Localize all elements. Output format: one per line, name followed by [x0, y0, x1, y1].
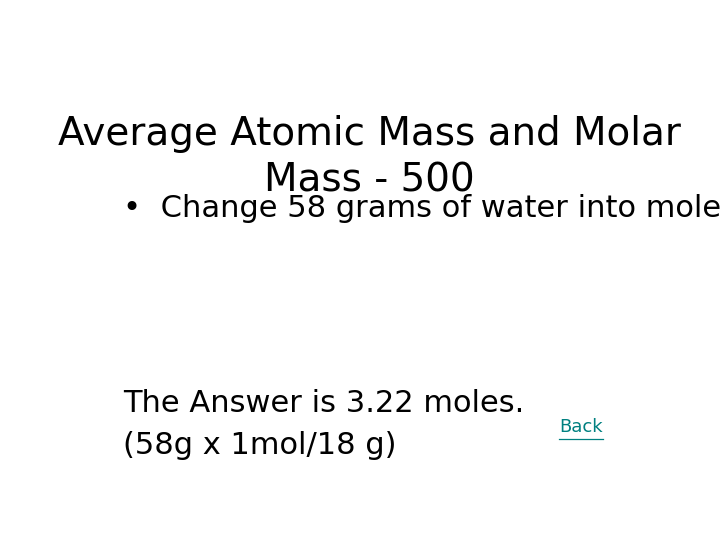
Text: (58g x 1mol/18 g): (58g x 1mol/18 g)	[124, 431, 397, 460]
Text: Average Atomic Mass and Molar
Mass - 500: Average Atomic Mass and Molar Mass - 500	[58, 114, 680, 200]
Text: Back: Back	[559, 418, 603, 436]
Text: The Answer is 3.22 moles.: The Answer is 3.22 moles.	[124, 389, 525, 418]
Text: •  Change 58 grams of water into moles.: • Change 58 grams of water into moles.	[124, 194, 720, 222]
